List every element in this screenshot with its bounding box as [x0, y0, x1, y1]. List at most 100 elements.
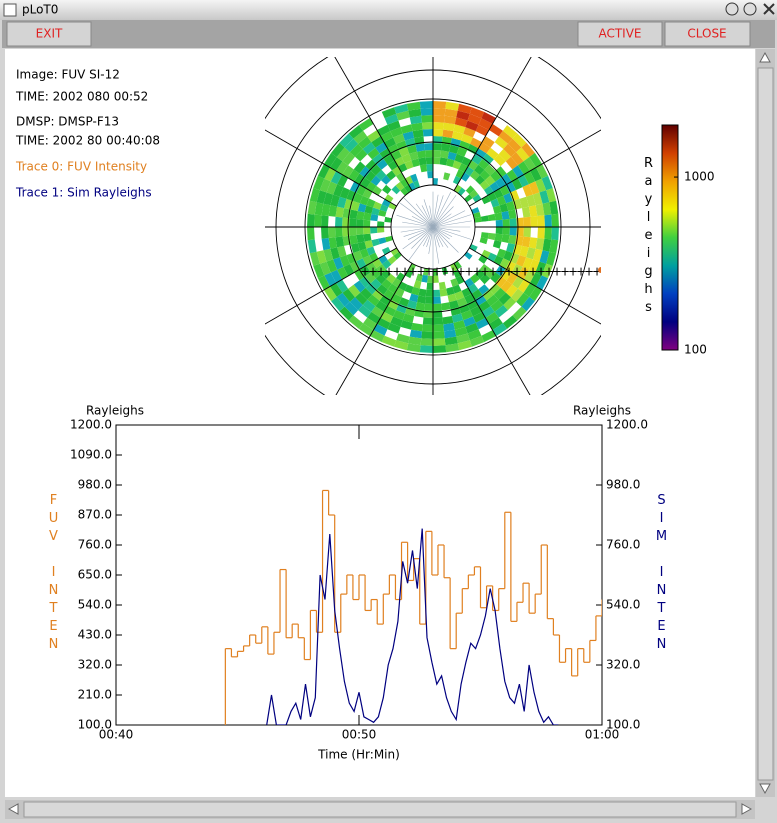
minimize-button[interactable]: [725, 2, 739, 16]
image-cell: [387, 255, 397, 265]
image-cell: [433, 101, 447, 109]
pole-streak: [428, 226, 434, 254]
image-cell: [370, 330, 385, 343]
image-cell: [326, 259, 338, 273]
image-cell: [445, 101, 460, 111]
image-cell: [447, 293, 457, 303]
image-cell: [539, 250, 550, 264]
image-cell: [511, 264, 523, 276]
image-cell: [484, 201, 493, 210]
image-cell: [522, 257, 533, 270]
scroll-thumb[interactable]: [23, 801, 737, 818]
pole-streak: [432, 194, 439, 228]
image-cell: [313, 263, 325, 279]
image-cell: [363, 227, 371, 235]
image-cell: [546, 188, 557, 203]
image-cell: [433, 143, 442, 151]
image-cell: [372, 153, 384, 165]
image-cell: [481, 111, 496, 124]
image-cell: [427, 171, 433, 179]
image-cell: [467, 329, 482, 341]
image-cell: [444, 280, 453, 289]
image-cell: [405, 269, 414, 279]
image-cell: [490, 198, 500, 208]
exit-button[interactable]: EXIT: [6, 21, 92, 47]
image-cell: [391, 185, 401, 195]
image-cell: [536, 275, 549, 290]
image-cell: [358, 136, 372, 149]
image-cell: [387, 299, 399, 311]
image-cell: [505, 284, 518, 298]
image-cell: [535, 238, 545, 251]
y2-tick-label: 760.0: [606, 538, 640, 552]
image-cell: [393, 133, 405, 144]
image-cell: [481, 221, 489, 227]
scroll-arrows[interactable]: [759, 51, 771, 795]
image-cell: [469, 107, 485, 119]
image-cell: [394, 103, 409, 114]
image-cell: [309, 251, 320, 266]
image-cell: [426, 282, 433, 290]
image-cell: [396, 333, 410, 344]
image-cell: [433, 338, 446, 346]
image-cell: [479, 180, 490, 190]
image-cell: [512, 276, 524, 289]
image-cell: [433, 171, 439, 179]
image-cell: [455, 275, 465, 285]
image-cell: [433, 275, 439, 283]
track-mark: +: [496, 265, 506, 279]
scroll-arrows[interactable]: [7, 803, 753, 815]
close-window-button[interactable]: [763, 3, 775, 15]
image-cell: [459, 140, 470, 151]
image-cell: [396, 190, 405, 199]
pole-streak: [411, 226, 434, 249]
image-cell: [444, 165, 453, 174]
image-cell: [493, 154, 506, 167]
image-cell: [384, 231, 392, 238]
image-cell: [461, 181, 471, 191]
image-cell: [511, 178, 523, 190]
image-cell: [446, 265, 453, 274]
image-cell: [330, 269, 343, 283]
image-cell: [375, 195, 385, 205]
image-cell: [456, 333, 470, 344]
image-cell: [379, 295, 391, 306]
close-button[interactable]: CLOSE: [664, 21, 751, 47]
image-cell: [467, 198, 476, 206]
image-cell: [377, 317, 391, 330]
image-cell: [358, 117, 374, 131]
image-cell: [382, 184, 392, 195]
track-mark: +: [552, 265, 562, 279]
image-cell: [446, 286, 455, 296]
image-cell: [465, 322, 479, 334]
image-cell: [401, 275, 411, 285]
image-cell: [422, 122, 433, 130]
active-button[interactable]: ACTIVE: [577, 21, 663, 47]
image-cell: [530, 167, 542, 182]
image-cell: [523, 227, 531, 238]
image-cell: [537, 227, 545, 239]
maximize-button[interactable]: [743, 2, 757, 16]
image-cell: [509, 227, 517, 236]
image-cell: [526, 247, 536, 260]
image-cell: [349, 235, 358, 245]
image-cell: [386, 180, 396, 190]
image-cell: [344, 301, 359, 316]
image-cell: [511, 152, 524, 166]
image-cell: [444, 115, 457, 125]
image-cell: [348, 284, 361, 298]
image-cell: [344, 138, 359, 153]
image-cell: [353, 250, 363, 262]
image-cell: [452, 175, 461, 185]
scroll-thumb[interactable]: [757, 67, 774, 781]
image-cell: [390, 248, 399, 256]
image-cell: [479, 209, 488, 217]
image-cell: [419, 164, 428, 173]
step-risers: [224, 490, 602, 725]
legend-entry: Trace 1: Sim Rayleighs: [15, 186, 152, 200]
image-cell: [371, 238, 380, 247]
image-cell: [348, 169, 360, 182]
image-cell: [333, 257, 344, 270]
image-cell: [384, 216, 392, 223]
image-cell: [463, 127, 476, 138]
